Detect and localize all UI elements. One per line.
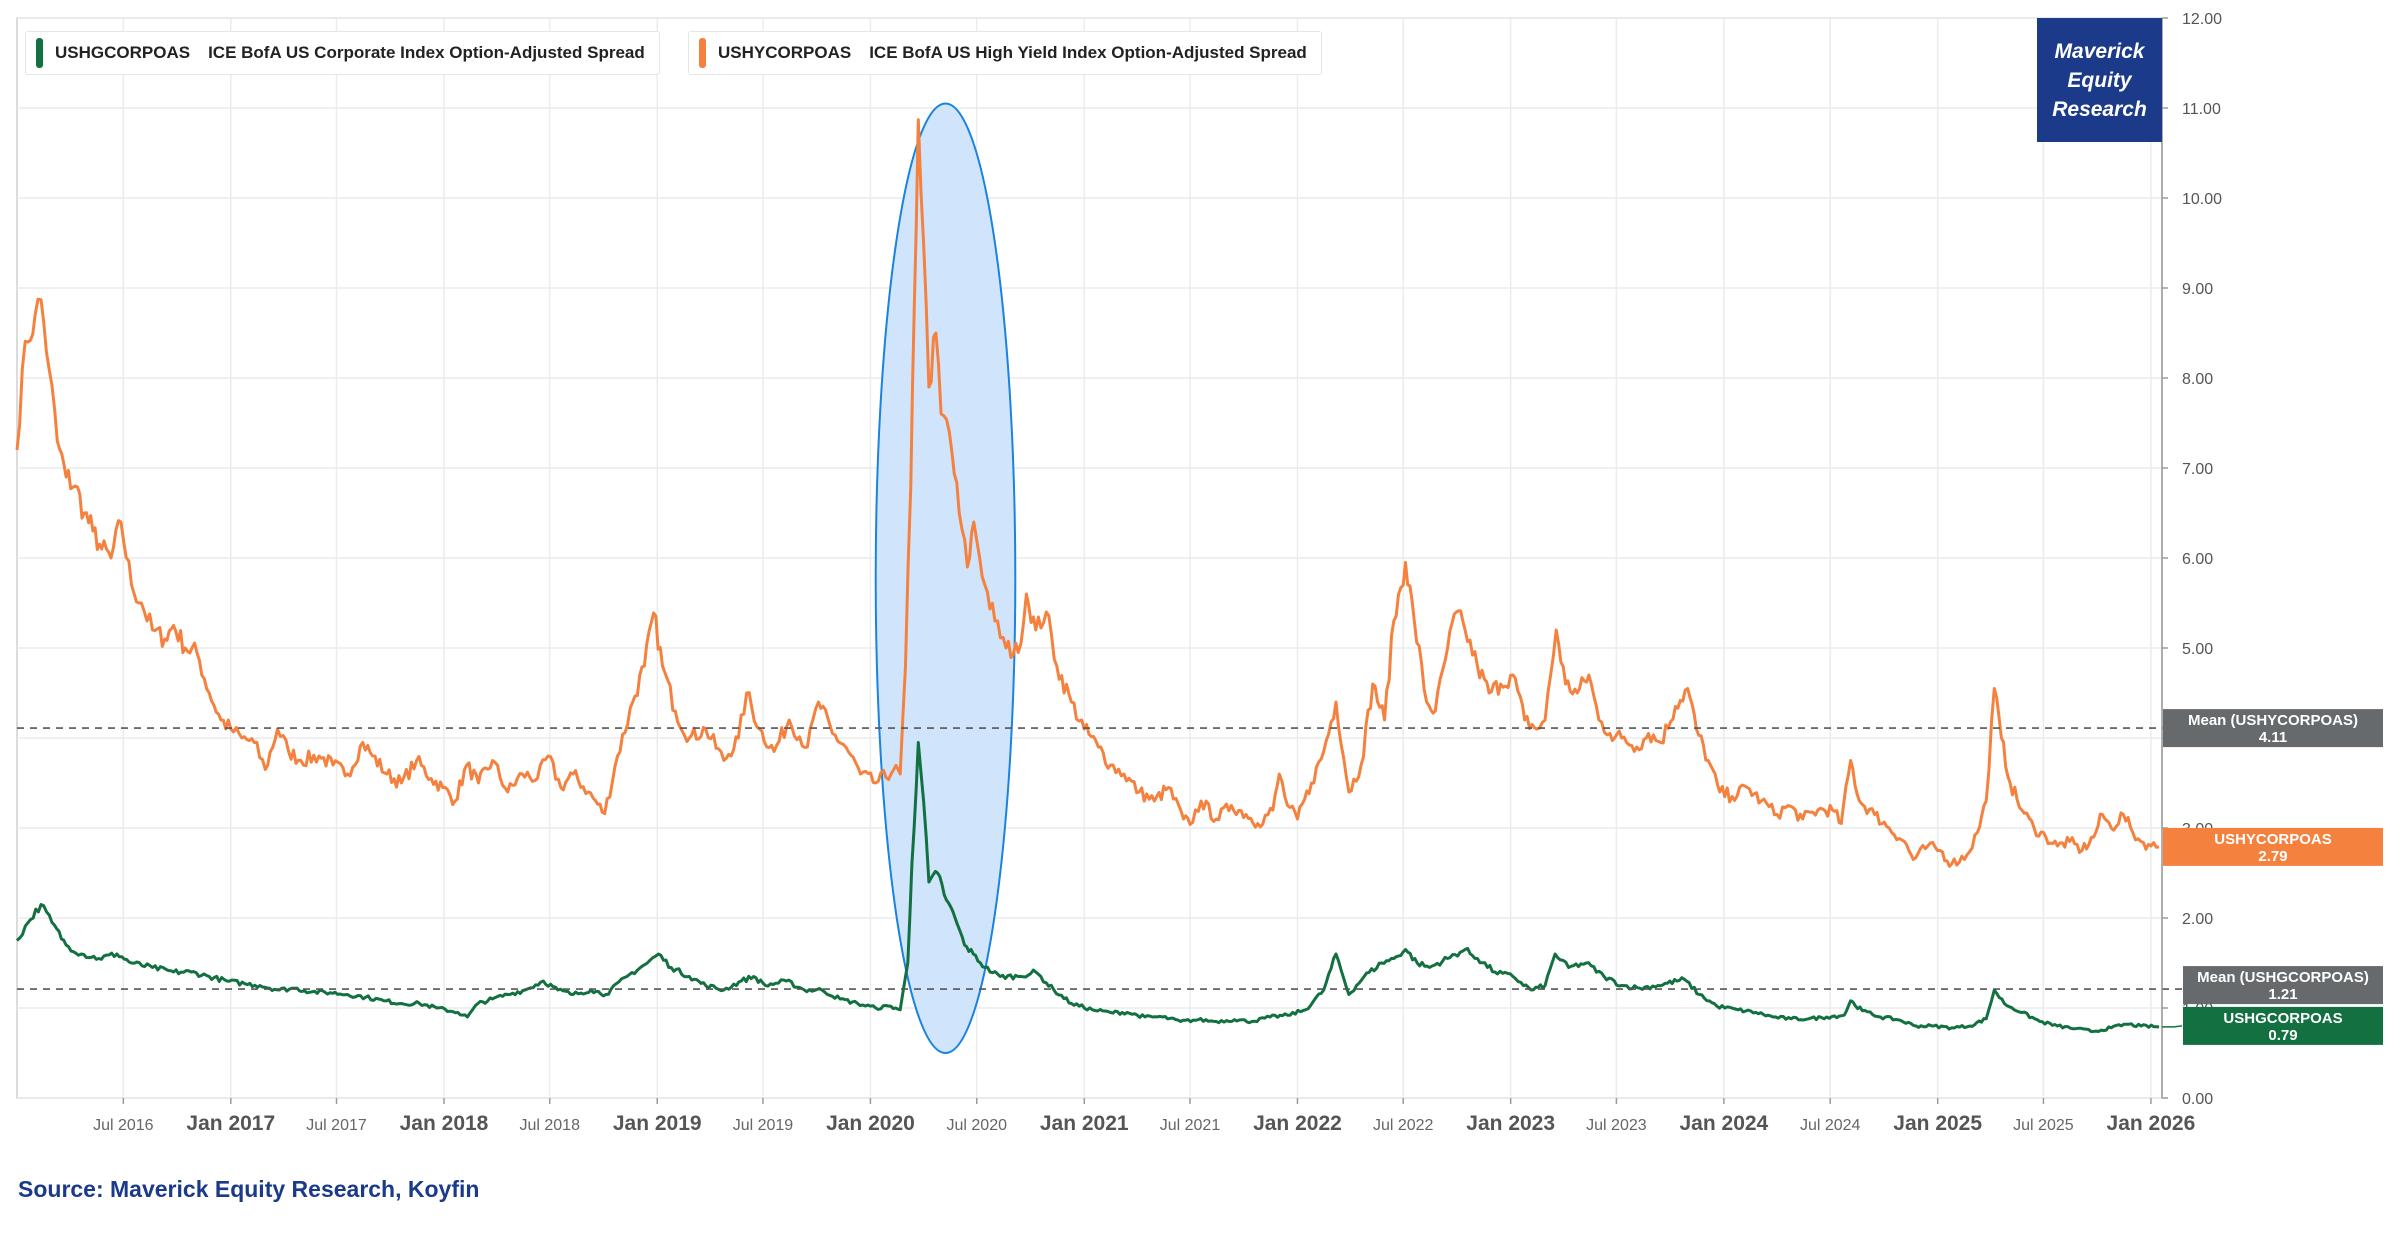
- brand-logo: Maverick Equity Research: [2037, 18, 2162, 142]
- last-tag-ushy-box: [2163, 827, 2383, 866]
- brand-line-3: Research: [2052, 97, 2147, 121]
- y-tick-label: 7.00: [2182, 461, 2213, 478]
- ushy-swatch: [699, 38, 706, 68]
- source-note: Source: Maverick Equity Research, Koyfin: [18, 1176, 480, 1202]
- mean-lines: [17, 727, 2182, 990]
- ushg-swatch: [36, 38, 43, 68]
- x-tick-label: Jan 2017: [186, 1112, 275, 1135]
- y-tick-label: 10.00: [2182, 191, 2222, 208]
- x-tick-label: Jul 2016: [93, 1117, 154, 1134]
- last-tag-ushg-box: [2183, 1006, 2383, 1045]
- last-tag-ushg-connector: [2162, 1025, 2183, 1028]
- x-tick-label: Jul 2025: [2013, 1117, 2074, 1134]
- y-axis: 0.001.002.003.004.005.006.007.008.009.00…: [2161, 11, 2222, 1108]
- x-tick-label: Jan 2021: [1040, 1112, 1129, 1135]
- mean-tag-ushy-box: [2163, 709, 2383, 748]
- x-tick-label: Jul 2023: [1586, 1117, 1647, 1134]
- y-tick-label: 8.00: [2182, 371, 2213, 388]
- x-tick-label: Jan 2022: [1253, 1112, 1342, 1135]
- x-tick-label: Jan 2024: [1680, 1112, 1769, 1135]
- x-tick-label: Jan 2023: [1466, 1112, 1555, 1135]
- x-tick-label: Jul 2017: [306, 1117, 367, 1134]
- y-tick-label: 5.00: [2182, 641, 2213, 658]
- mean-tag-ushy: Mean (USHYCORPOAS)4.11: [2163, 709, 2383, 748]
- x-tick-label: Jan 2025: [1893, 1112, 1982, 1135]
- brand-line-1: Maverick: [2054, 39, 2145, 63]
- legend-item-ushy[interactable]: USHYCORPOAS ICE BofA US High Yield Index…: [688, 31, 1322, 75]
- series-line-ushgcorpoas: [15, 741, 2160, 1033]
- highlight-ellipse: [874, 102, 1017, 1054]
- last-tag-ushg-label: USHGCORPOAS: [2223, 1010, 2342, 1027]
- x-tick-label: Jul 2022: [1373, 1117, 1434, 1134]
- covid-highlight: [874, 102, 1017, 1054]
- mean-tag-ushg-value: 1.21: [2268, 986, 2297, 1003]
- series-line-ushycorpoas: [15, 118, 2160, 868]
- series-layer: [15, 118, 2160, 1033]
- mean-tag-ushy-label: Mean (USHYCORPOAS): [2188, 712, 2358, 729]
- brand-line-2: Equity: [2067, 68, 2132, 92]
- y-tick-label: 11.00: [2182, 101, 2221, 118]
- x-tick-label: Jul 2021: [1160, 1117, 1221, 1134]
- last-tag-ushg-value: 0.79: [2268, 1027, 2297, 1044]
- ushy-desc: ICE BofA US High Yield Index Option-Adju…: [869, 43, 1307, 62]
- mean-tag-ushy-value: 4.11: [2259, 729, 2287, 746]
- x-tick-label: Jul 2024: [1800, 1117, 1861, 1134]
- y-tick-label: 12.00: [2182, 11, 2222, 28]
- x-tick-label: Jan 2018: [400, 1112, 489, 1135]
- x-tick-label: Jul 2019: [733, 1117, 794, 1134]
- x-tick-label: Jul 2020: [947, 1117, 1008, 1134]
- x-tick-label: Jan 2026: [2107, 1112, 2196, 1135]
- x-tick-label: Jul 2018: [519, 1117, 580, 1134]
- x-tick-label: Jan 2020: [826, 1112, 915, 1135]
- last-tag-ushy-value: 2.79: [2258, 848, 2287, 865]
- x-axis: Jul 2016 Jan 2017 Jul 2017 Jan 2018 Jul 2018…: [93, 1098, 2195, 1135]
- mean-tag-ushg-box: [2183, 966, 2383, 1005]
- x-tick-label: Jan 2019: [613, 1112, 702, 1135]
- mean-tag-ushg-label: Mean (USHGCORPOAS): [2197, 969, 2369, 986]
- y-tick-label: 2.00: [2182, 911, 2213, 928]
- grid: [17, 17, 2162, 1099]
- legend-item-ushg[interactable]: USHGCORPOAS ICE BofA US Corporate Index …: [25, 31, 660, 75]
- ushy-code: USHYCORPOAS: [718, 43, 852, 62]
- y-tick-label: 0.00: [2182, 1091, 2213, 1108]
- y-tick-label: 6.00: [2182, 551, 2213, 568]
- y-tick-label: 9.00: [2182, 281, 2213, 298]
- ushg-desc: ICE BofA US Corporate Index Option-Adjus…: [208, 43, 645, 62]
- ushg-code: USHGCORPOAS: [55, 43, 191, 62]
- mean-tag-ushg: Mean (USHGCORPOAS)1.21: [2183, 966, 2383, 1005]
- last-tag-ushy-label: USHYCORPOAS: [2214, 831, 2332, 848]
